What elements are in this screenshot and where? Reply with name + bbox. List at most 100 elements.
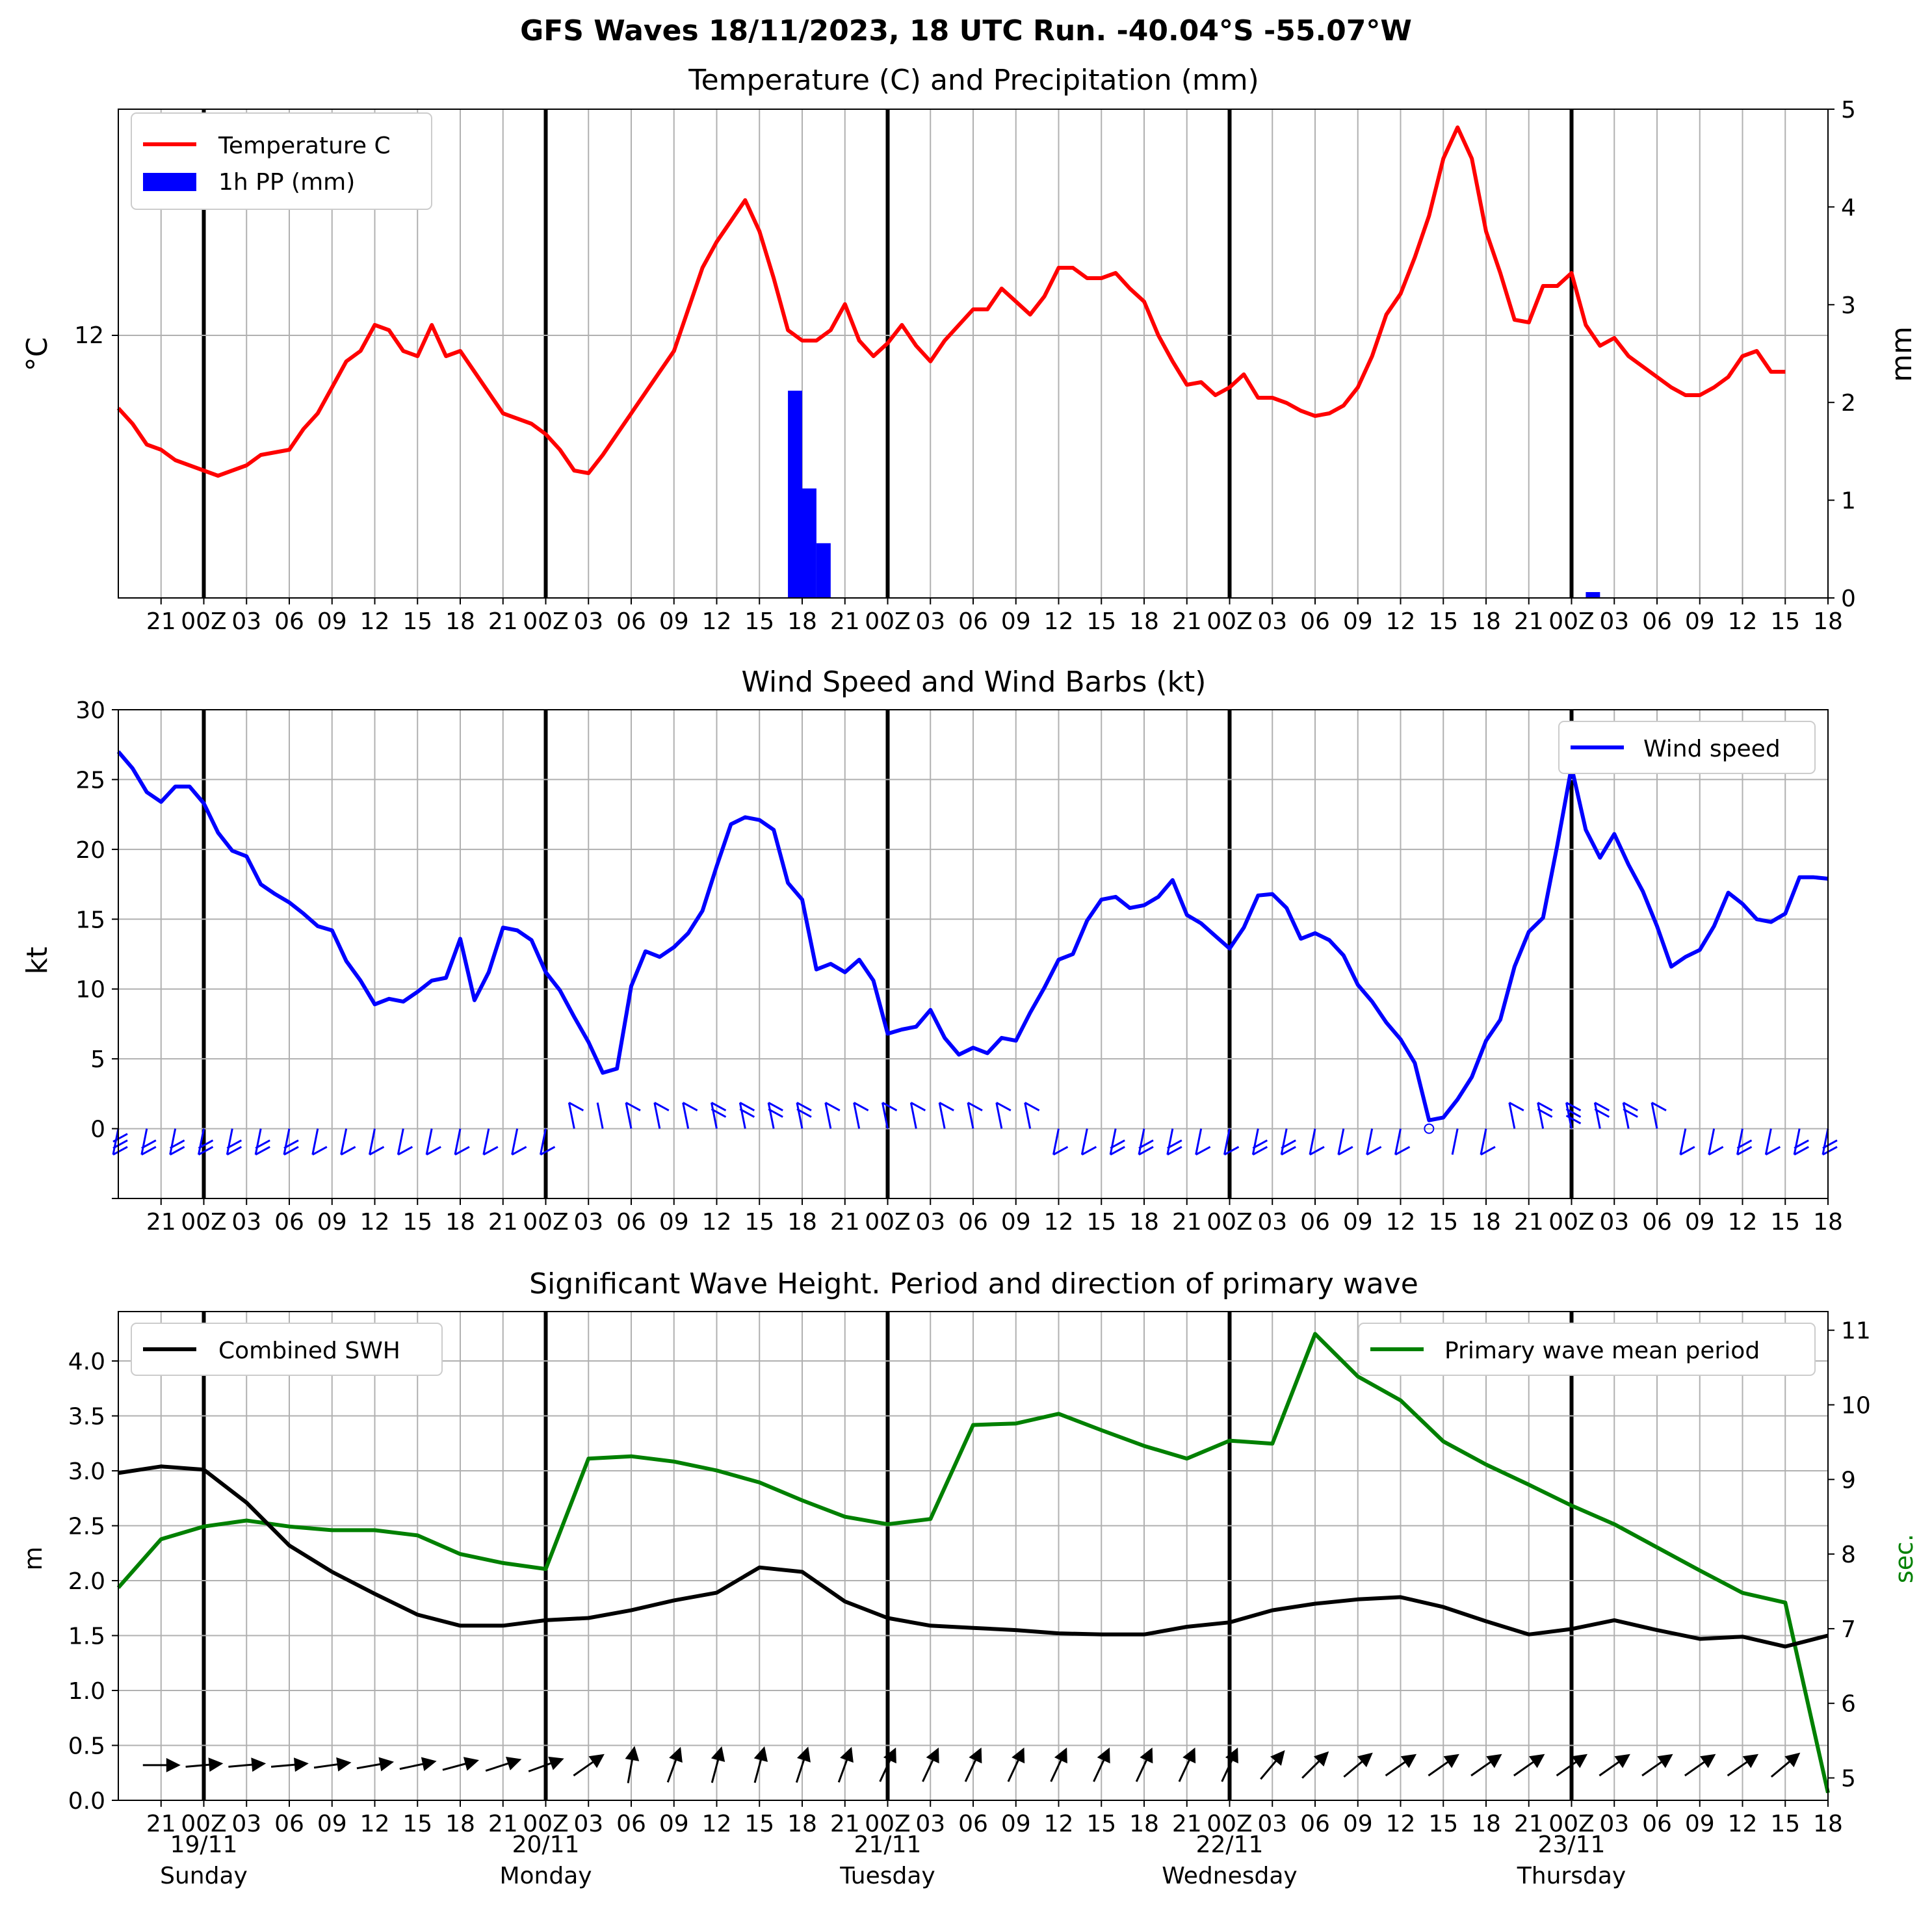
wind-barb-feather <box>1338 1146 1353 1156</box>
x-tick-label: 21 <box>1514 1811 1544 1837</box>
temperature-x-ticks: 21 00Z 03 06 09 12 15 18 21 00Z 03 06 09 12 15 18 21 00Z 0… <box>146 598 1843 635</box>
wind-barb-staff <box>796 1102 803 1129</box>
x-tick-label: 18 <box>1813 1209 1843 1236</box>
wind-barb-staff <box>311 1128 319 1155</box>
wind-barbs <box>112 1102 1838 1156</box>
wind-barb-feather <box>1281 1139 1296 1149</box>
wave-direction-arrow <box>1221 1747 1238 1782</box>
y-tick-label: 1.5 <box>68 1624 105 1650</box>
x-tick-label: 12 <box>360 1209 390 1236</box>
wind-barb-staff <box>1080 1128 1088 1155</box>
wave-arrow-head <box>669 1746 683 1763</box>
wind-barb-feather <box>454 1146 470 1156</box>
wind-barb-staff <box>254 1128 262 1155</box>
wind-barb-feather <box>1765 1146 1781 1156</box>
wind-speed-series-line <box>116 750 1829 1122</box>
x-tick-label: 09 <box>317 1811 347 1837</box>
wind-barb-feather <box>768 1108 783 1118</box>
day-name-label: Tuesday <box>839 1863 935 1889</box>
wave-arrow-head <box>166 1757 181 1772</box>
wind-barb-feather <box>426 1146 441 1156</box>
wind-barb-feather <box>1223 1146 1240 1156</box>
day-date-label: 20/11 <box>512 1832 580 1858</box>
wind-barb-feather <box>1509 1102 1524 1111</box>
wave-panel-title: Significant Wave Height. Period and dire… <box>529 1267 1418 1301</box>
wind-barb-feather <box>540 1146 556 1156</box>
wave-direction-arrow <box>356 1757 395 1772</box>
wind-barb-staff <box>1537 1102 1545 1129</box>
x-tick-label: 12 <box>1728 1811 1758 1837</box>
wave-arrow-head <box>1357 1752 1373 1768</box>
x-tick-label: 00Z <box>523 1209 568 1236</box>
wave-direction-arrow <box>1727 1754 1759 1777</box>
wind-legend: Wind speed <box>1558 721 1816 774</box>
x-tick-label: 21 <box>146 608 176 635</box>
wave-direction-arrow <box>1050 1747 1067 1782</box>
x-tick-label: 03 <box>915 1811 945 1837</box>
day-date-label: 21/11 <box>854 1832 922 1858</box>
wind-barb-staff <box>1764 1128 1772 1155</box>
wind-barb-feather <box>112 1146 128 1156</box>
wind-barb-staff <box>1651 1102 1658 1129</box>
x-tick-label: 21 <box>488 608 518 635</box>
day-name-label: Wednesday <box>1162 1863 1297 1889</box>
wind-barb-feather <box>483 1146 499 1156</box>
wind-barb-staff <box>226 1128 233 1155</box>
swh-legend: Combined SWH <box>131 1323 443 1376</box>
wave-direction-arrow <box>922 1747 939 1782</box>
temperature-series-line <box>116 125 1786 478</box>
x-tick-label: 00Z <box>181 608 226 635</box>
day-date-label: 19/11 <box>170 1832 238 1858</box>
x-tick-label: 21 <box>146 1209 176 1236</box>
day-name-label: Sunday <box>160 1863 248 1889</box>
wave-arrow-head <box>1657 1754 1673 1768</box>
wave-direction-arrow <box>399 1757 437 1771</box>
wind-barb-staff <box>738 1102 746 1129</box>
wind-barb-staff <box>340 1128 348 1155</box>
x-tick-label: 06 <box>958 608 988 635</box>
wave-arrow-head <box>969 1747 982 1764</box>
wind-barb-feather <box>169 1146 185 1156</box>
wind-barb-feather <box>141 1139 157 1149</box>
y-tick-label: 7 <box>1841 1616 1856 1643</box>
wind-barb-feather <box>625 1102 641 1111</box>
wind-barb-staff <box>283 1128 291 1155</box>
wind-barb-feather <box>226 1146 242 1156</box>
wind-barb-staff <box>1138 1128 1145 1155</box>
wave-direction-arrow <box>185 1757 224 1772</box>
x-tick-label: 03 <box>1599 1811 1629 1837</box>
legend-precip-swatch <box>143 173 196 191</box>
x-tick-label: 15 <box>1428 608 1458 635</box>
wave-arrow-head <box>1529 1754 1545 1768</box>
x-tick-label: 06 <box>958 1209 988 1236</box>
y-tick-label: 25 <box>75 767 105 794</box>
precip-bars <box>788 391 1600 598</box>
wave-direction-arrow <box>1770 1752 1801 1778</box>
wave-direction-arrow <box>442 1757 479 1771</box>
wave-direction-arrow <box>1428 1754 1459 1777</box>
x-tick-label: 06 <box>1300 1209 1330 1236</box>
wave-direction-arrow <box>1385 1754 1417 1777</box>
day-date-label: 23/11 <box>1538 1832 1606 1858</box>
wind-barb-staff <box>1309 1128 1316 1155</box>
x-tick-label: 18 <box>787 608 817 635</box>
wave-arrow-head <box>797 1746 811 1763</box>
wave-direction-arrow <box>1178 1747 1196 1782</box>
wave-arrow-head <box>625 1746 640 1761</box>
wind-barb-feather <box>1081 1146 1097 1156</box>
temperature-y-label: °C <box>21 337 54 372</box>
x-tick-label: 12 <box>360 608 390 635</box>
period-y-label: sec. <box>1890 1534 1918 1583</box>
wave-arrow-head <box>294 1757 309 1772</box>
legend-box <box>1558 721 1816 774</box>
x-tick-label: 09 <box>1001 1209 1031 1236</box>
x-tick-label: 15 <box>1086 608 1116 635</box>
x-tick-label: 00Z <box>523 1811 568 1837</box>
wave-arrow-head <box>421 1757 437 1771</box>
wind-barb-staff <box>1622 1102 1630 1129</box>
precip-y-label: mm <box>1885 326 1918 382</box>
wave-arrow-head <box>1054 1747 1067 1764</box>
x-tick-label: 09 <box>659 1209 689 1236</box>
x-tick-label: 03 <box>231 1209 261 1236</box>
x-tick-label: 21 <box>488 1811 518 1837</box>
